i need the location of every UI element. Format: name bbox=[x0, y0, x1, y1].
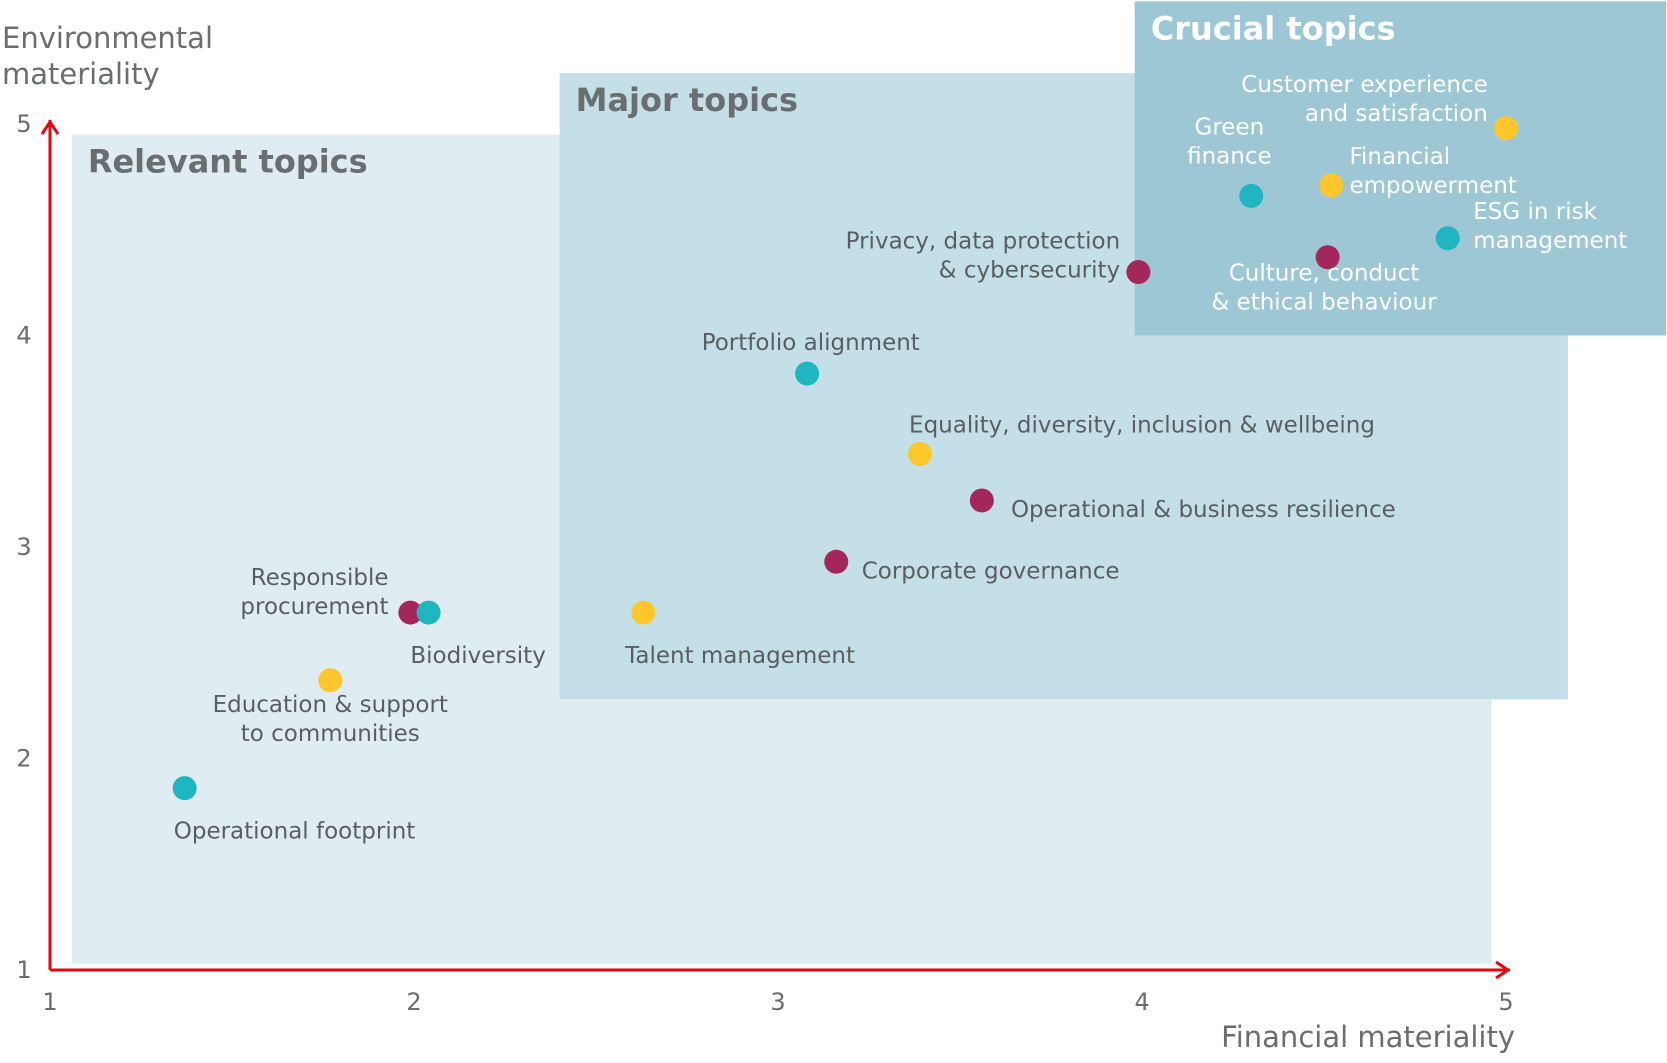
axes-layer: 1 2 3 4 5 1 2 3 4 5 bbox=[16, 110, 1513, 1016]
y-tick-label: 1 bbox=[16, 956, 31, 984]
point-label-responsible-procurement: Responsible bbox=[251, 565, 389, 591]
point-operational-and-business-resilience bbox=[969, 488, 994, 513]
point-biodiversity bbox=[416, 600, 441, 625]
point-label-education-and-support-to-communities: to communities bbox=[241, 721, 420, 747]
point-financial-empowerment bbox=[1319, 173, 1344, 198]
point-label-biodiversity: Biodiversity bbox=[410, 643, 545, 669]
point-label-culture-conduct-and-ethical-behaviour: & ethical behaviour bbox=[1211, 289, 1437, 315]
x-tick-label: 3 bbox=[770, 988, 785, 1016]
y-tick-label: 5 bbox=[16, 110, 31, 138]
y-axis-arrow bbox=[40, 119, 60, 135]
point-customer-experience-and-satisfaction bbox=[1494, 116, 1518, 141]
point-label-customer-experience-and-satisfaction: and satisfaction bbox=[1305, 101, 1488, 127]
point-label-education-and-support-to-communities: Education & support bbox=[213, 692, 448, 718]
point-label-privacy-data-protection-and-cybersecurity: & cybersecurity bbox=[939, 258, 1121, 284]
region-title-relevant-topics: Relevant topics bbox=[88, 143, 368, 181]
point-responsible-procurement bbox=[398, 600, 423, 625]
point-label-esg-in-risk-management: ESG in risk bbox=[1473, 199, 1597, 225]
point-culture-conduct-and-ethical-behaviour bbox=[1315, 245, 1340, 270]
point-label-financial-empowerment: empowerment bbox=[1349, 173, 1516, 199]
x-tick-label: 1 bbox=[42, 988, 57, 1016]
point-label-customer-experience-and-satisfaction: Customer experience bbox=[1241, 72, 1488, 98]
region-title-major-topics: Major topics bbox=[576, 81, 798, 119]
point-esg-in-risk-management bbox=[1435, 226, 1460, 251]
x-tick-label: 2 bbox=[406, 988, 421, 1016]
point-label-financial-empowerment: Financial bbox=[1349, 144, 1450, 170]
y-tick-label: 3 bbox=[16, 533, 31, 561]
point-label-privacy-data-protection-and-cybersecurity: Privacy, data protection bbox=[846, 229, 1121, 255]
point-green-finance bbox=[1239, 183, 1264, 208]
point-label-responsible-procurement: procurement bbox=[240, 594, 388, 620]
point-label-operational-and-business-resilience: Operational & business resilience bbox=[1011, 497, 1396, 523]
point-portfolio-alignment bbox=[795, 361, 820, 386]
x-axis-arrow bbox=[1495, 960, 1511, 980]
point-equality-diversity-inclusion-and-wellbeing bbox=[907, 441, 932, 466]
region-crucial-topics bbox=[1134, 1, 1667, 336]
point-label-culture-conduct-and-ethical-behaviour: Culture, conduct bbox=[1229, 260, 1419, 286]
point-label-portfolio-alignment: Portfolio alignment bbox=[702, 330, 920, 356]
region-title-crucial-topics: Crucial topics bbox=[1151, 9, 1396, 47]
points-layer: Customer experience and satisfaction Green… bbox=[172, 72, 1627, 844]
point-label-corporate-governance: Corporate governance bbox=[862, 558, 1120, 584]
point-label-esg-in-risk-management: management bbox=[1473, 228, 1627, 254]
x-tick-label: 5 bbox=[1498, 988, 1513, 1016]
point-label-operational-footprint: Operational footprint bbox=[174, 818, 416, 844]
point-operational-footprint bbox=[172, 776, 197, 801]
point-label-green-finance: finance bbox=[1187, 143, 1272, 169]
point-corporate-governance bbox=[824, 549, 849, 574]
point-privacy-data-protection-and-cybersecurity bbox=[1126, 260, 1151, 285]
regions-layer: Relevant topics Major topics Crucial topic… bbox=[71, 1, 1667, 964]
point-label-talent-management: Talent management bbox=[624, 643, 855, 669]
point-label-green-finance: Green bbox=[1195, 114, 1265, 140]
y-tick-label: 2 bbox=[16, 745, 31, 773]
point-label-equality-diversity-inclusion-and-wellbeing: Equality, diversity, inclusion & wellbei… bbox=[909, 412, 1375, 438]
point-education-and-support-to-communities bbox=[318, 668, 343, 693]
y-axis-title-line-2: materiality bbox=[2, 57, 160, 91]
y-axis-title-line-1: Environmental bbox=[2, 21, 213, 55]
y-tick-label: 4 bbox=[16, 322, 31, 350]
point-talent-management bbox=[631, 600, 656, 625]
x-tick-label: 4 bbox=[1134, 988, 1149, 1016]
x-axis-title: Financial materiality bbox=[1221, 1020, 1515, 1054]
